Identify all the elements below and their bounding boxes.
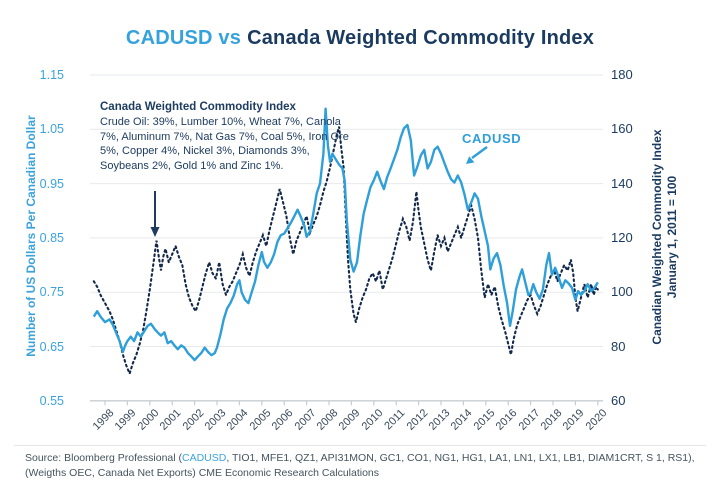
- chart-title: CADUSD vs Canada Weighted Commodity Index: [0, 27, 720, 50]
- series-line-canada-weighted-commodity-index: [92, 126, 599, 377]
- annotation-title: Canada Weighted Commodity Index: [100, 101, 296, 113]
- right-axis-tick-label: 160: [611, 121, 633, 137]
- right-axis-title-line1: Canadian Weighted Commodity Index: [650, 129, 664, 345]
- left-axis-tick-label: 0.95: [39, 176, 64, 191]
- right-axis-tick-label: 140: [611, 175, 633, 191]
- source-line2: (Weigths OEC, Canada Net Exports) CME Ec…: [25, 466, 380, 479]
- source-suffix: , TIO1, MFE1, QZ1, API31MON, GC1, CO1, N…: [226, 452, 695, 464]
- left-axis-tick-label: 0.55: [39, 393, 64, 408]
- chart-title-index: Canada Weighted Commodity Index: [247, 27, 595, 49]
- right-axis-tick-label: 180: [611, 67, 633, 82]
- right-axis-title: Canadian Weighted Commodity Index Januar…: [650, 87, 680, 387]
- source-prefix: Source: Bloomberg Professional (: [25, 452, 182, 464]
- right-axis-tick-label: 60: [611, 392, 626, 408]
- source-cadusd-ticker: CADUSD: [182, 452, 227, 464]
- left-axis-title: Number of US Dollars Per Canadian Dollar: [24, 115, 38, 357]
- right-axis-tick-label: 120: [611, 229, 633, 245]
- annotation-arrow: [150, 191, 160, 237]
- commodity-index-annotation: Canada Weighted Commodity Index Crude Oi…: [100, 101, 358, 173]
- data-series: [92, 107, 599, 377]
- left-axis-tick-label: 0.65: [39, 339, 64, 354]
- left-axis-tick-label: 0.75: [39, 285, 64, 300]
- annotation-body: Crude Oil: 39%, Lumber 10%, Wheat 7%, Ca…: [100, 116, 349, 172]
- series-line-cadusd: [92, 107, 599, 362]
- right-axis-tick-label: 80: [611, 338, 626, 354]
- right-axis-tick-label: 100: [611, 284, 633, 300]
- right-axis-title-line2: January 1, 2011 = 100: [665, 175, 679, 299]
- left-axis-tick-label: 1.15: [39, 68, 64, 82]
- footer-divider: [14, 445, 706, 446]
- left-axis-tick-label: 1.05: [39, 122, 64, 137]
- chart-title-cadusd: CADUSD vs: [125, 27, 242, 49]
- cadusd-series-label: CADUSD: [462, 131, 522, 146]
- left-axis-tick-label: 0.85: [39, 230, 64, 245]
- cadusd-label-arrow: [466, 146, 488, 164]
- source-note: Source: Bloomberg Professional (CADUSD, …: [25, 451, 705, 480]
